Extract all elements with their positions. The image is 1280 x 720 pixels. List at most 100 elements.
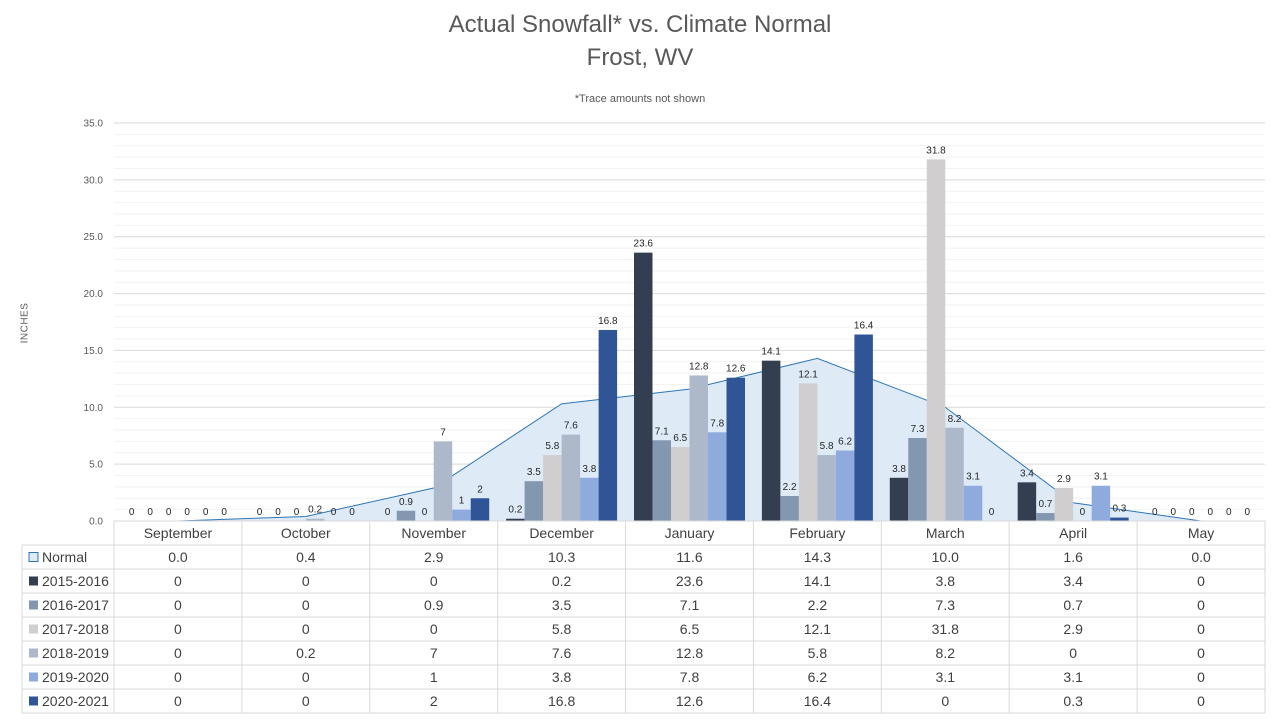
data-label: 0 [331, 507, 337, 518]
table-cell: 11.6 [676, 549, 702, 565]
table-cell: 3.8 [552, 669, 572, 685]
table-cell: 12.1 [804, 621, 831, 637]
data-label: 0 [1226, 507, 1232, 518]
data-label: 3.8 [582, 464, 596, 475]
table-cell: 1 [430, 669, 438, 685]
table-cell: 12.6 [676, 693, 703, 709]
chart-subtitle: Frost, WV [586, 44, 694, 71]
data-label: 0 [1080, 507, 1086, 518]
category-label: February [789, 525, 845, 541]
data-label: 6.2 [838, 436, 852, 447]
table-cell: 0 [174, 597, 182, 613]
table-cell: 0 [1197, 693, 1205, 709]
table-cell: 14.1 [804, 573, 831, 589]
table-cell: 0 [1197, 645, 1205, 661]
bar-2019-2020-February [835, 450, 855, 521]
legend-key [29, 672, 38, 682]
data-label: 14.1 [761, 347, 781, 358]
legend-key [29, 600, 38, 610]
table-cell: 14.3 [804, 549, 831, 565]
data-label: 0 [257, 507, 263, 518]
table-cell: 0.2 [296, 645, 316, 661]
data-label: 3.5 [527, 467, 541, 478]
table-cell: 0 [302, 669, 310, 685]
bar-2020-2021-November [470, 498, 490, 521]
y-tick-label: 0.0 [89, 517, 103, 528]
data-label: 31.8 [926, 145, 946, 156]
category-label: November [401, 525, 466, 541]
bar-2016-2017-April [1036, 513, 1055, 521]
data-label: 0 [385, 507, 391, 518]
bar-2019-2020-November [452, 509, 471, 521]
table-cell: 2 [430, 693, 438, 709]
bar-2016-2017-March [908, 437, 927, 521]
bar-2016-2017-February [780, 495, 799, 521]
table-cell: 3.8 [936, 573, 956, 589]
category-label: January [665, 525, 715, 541]
data-label: 7 [440, 427, 446, 438]
y-tick-label: 25.0 [84, 232, 104, 243]
table-cell: 0 [1197, 621, 1205, 637]
table-cell: 3.5 [552, 597, 572, 613]
data-label: 0.3 [1112, 504, 1126, 515]
table-cell: 1.6 [1063, 549, 1083, 565]
legend-label: 2016-2017 [42, 597, 109, 613]
table-cell: 0 [302, 693, 310, 709]
data-label: 0.7 [1038, 499, 1052, 510]
table-cell: 0 [174, 621, 182, 637]
bar-2015-2016-April [1017, 482, 1037, 521]
data-label: 2.9 [1057, 474, 1071, 485]
table-cell: 3.1 [1063, 669, 1083, 685]
data-label: 3.1 [1094, 472, 1108, 483]
bar-2018-2019-November [433, 441, 453, 521]
data-label: 0 [275, 507, 281, 518]
table-cell: 0.0 [1191, 549, 1211, 565]
data-label: 1 [459, 496, 465, 507]
bar-2017-2018-March [926, 159, 946, 522]
data-table: September October November December January F… [21, 520, 1266, 714]
bar-2018-2019-January [689, 375, 708, 521]
legend-key [29, 648, 38, 658]
table-cell: 0 [1197, 573, 1205, 589]
table-cell: 7.6 [552, 645, 572, 661]
legend-label: 2017-2018 [42, 621, 109, 637]
table-cell: 7.3 [936, 597, 956, 613]
bar-2015-2016-December [506, 518, 525, 521]
data-label: 2.2 [783, 482, 797, 493]
legend-label: Normal [42, 549, 87, 565]
data-label: 3.1 [966, 472, 980, 483]
table-cell: 12.8 [676, 645, 703, 661]
bar-2020-2021-January [726, 377, 745, 521]
table-cell: 0 [430, 621, 438, 637]
data-label: 0 [1152, 507, 1158, 518]
bar-2020-2021-April [1110, 517, 1129, 521]
bar-2018-2019-February [817, 455, 836, 521]
category-label: March [926, 525, 965, 541]
y-tick-label: 20.0 [84, 289, 104, 300]
table-cell: 7 [430, 645, 438, 661]
y-tick-label: 35.0 [84, 119, 104, 130]
data-label: 0 [349, 507, 355, 518]
category-label: May [1188, 525, 1214, 541]
data-label: 5.8 [820, 441, 834, 452]
bar-2018-2019-October [305, 518, 325, 521]
data-label: 7.3 [911, 424, 925, 435]
bar-2019-2020-December [580, 477, 599, 521]
table-cell: 0 [302, 573, 310, 589]
legend-key [29, 624, 38, 634]
data-label: 16.4 [854, 321, 874, 332]
data-label: 0 [1171, 507, 1177, 518]
y-tick-label: 10.0 [84, 403, 104, 414]
bar-2017-2018-January [671, 447, 690, 521]
data-label: 0 [147, 507, 153, 518]
table-cell: 2.9 [1063, 621, 1083, 637]
table-cell: 0 [1069, 645, 1077, 661]
legend-label: 2015-2016 [42, 573, 109, 589]
data-label: 7.8 [710, 418, 724, 429]
data-label: 0 [1245, 507, 1251, 518]
bar-2020-2021-February [854, 334, 873, 521]
table-cell: 23.6 [676, 573, 703, 589]
bar-2016-2017-January [652, 440, 671, 521]
table-cell: 0.0 [168, 549, 188, 565]
